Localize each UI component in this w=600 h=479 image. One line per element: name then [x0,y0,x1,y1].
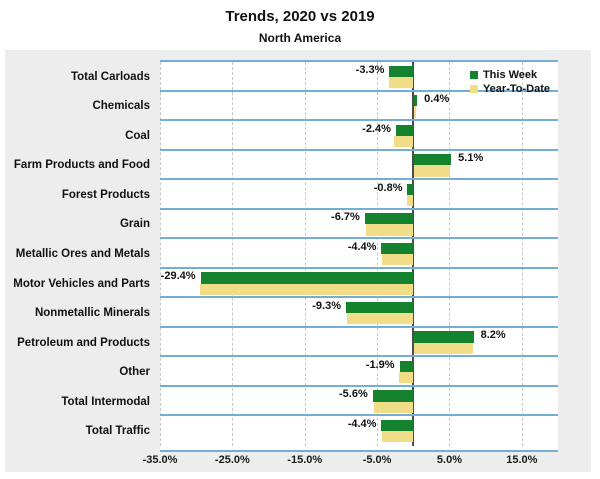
data-label: -0.8% [373,181,403,194]
gridline [232,62,234,446]
bar-year-to-date [414,106,417,118]
category-label: Other [119,366,150,379]
category-row [160,148,558,181]
bar-year-to-date [393,135,414,148]
category-row [160,384,558,417]
bar-this-week [414,331,474,343]
bar-this-week [381,420,414,432]
data-label: -4.4% [347,418,377,430]
legend-label-year-to-date: Year-To-Date [482,83,550,95]
bar-year-to-date [374,401,414,413]
bar-year-to-date [414,342,473,354]
plot-inner: -3.3% 0.4% -2.4% 5.1% -0.8% -6.7% -4.4% -29.4% -… [160,62,558,446]
category-label: Metallic Ores and Metals [15,247,150,260]
category-label: Chemicals [92,100,150,113]
data-label: 8.2% [480,329,506,342]
gridline [377,62,379,446]
bar-year-to-date [365,224,414,236]
category-row [160,325,558,358]
zero-axis-line [412,62,415,446]
bar-year-to-date [388,76,414,88]
category-label: Total Traffic [85,425,150,438]
category-label: Total Intermodal [61,395,150,408]
bar-this-week [414,95,418,107]
x-axis-tick-label: 15.0% [506,454,538,466]
plot-area: -3.3% 0.4% -2.4% 5.1% -0.8% -6.7% -4.4% -29.4% -… [160,60,558,452]
category-row [160,296,558,328]
x-axis-tick-label: -15.0% [287,454,323,466]
bar-this-week [395,124,414,136]
category-label: Grain [119,218,150,231]
chart-title: Trends, 2020 vs 2019 [225,8,375,25]
gridline [449,62,451,446]
bar-this-week [399,360,414,373]
x-axis-tick-label: -5.0% [362,454,392,466]
bar-this-week [381,242,414,254]
category-label: Farm Products and Food [13,159,150,172]
year-to-date-swatch-icon [469,85,478,93]
x-axis-tick-label: -25.0% [214,454,250,466]
bar-year-to-date [398,372,414,384]
data-label: -4.4% [347,240,377,253]
x-axis: -35.0% -25.0% -15.0% -5.0% 5.0% 15.0% [143,454,558,470]
bar-year-to-date [406,194,414,207]
legend-item-year-to-date: Year-To-Date [469,82,550,96]
bar-this-week [364,213,414,225]
category-label: Nonmetallic Minerals [34,307,150,320]
bar-this-week [200,272,414,284]
category-label: Total Carloads [70,70,150,83]
data-label: -29.4% [160,270,196,283]
bar-this-week [345,301,414,314]
data-label: -6.7% [331,211,360,224]
category-row [160,355,558,387]
category-label: Coal [125,129,150,142]
bar-this-week [407,183,414,195]
bar-year-to-date [199,283,414,295]
gridline [521,62,523,446]
bar-this-week [389,65,414,77]
bar-year-to-date [414,165,450,177]
bar-year-to-date [382,254,414,266]
data-label: -9.3% [312,299,341,312]
category-label: Forest Products [61,188,150,201]
data-label: -1.9% [365,358,395,371]
bar-year-to-date [382,431,414,443]
gridline [304,62,306,446]
category-row [160,237,558,269]
data-label: 0.4% [424,93,450,106]
category-row [160,414,558,446]
category-row [160,207,558,240]
bar-this-week [414,154,452,166]
this-week-swatch-icon [469,71,478,79]
category-row [160,119,558,151]
x-axis-tick-label: -35.0% [142,454,178,466]
data-label: -3.3% [355,63,385,76]
legend-label-this-week: This Week [482,69,538,81]
category-label: Petroleum and Products [17,336,150,349]
x-axis-tick-label: 5.0% [436,454,462,466]
data-label: 5.1% [458,152,484,165]
chart-subtitle: North America [258,31,342,45]
category-row [160,89,558,122]
gridline [160,62,161,446]
data-label: -5.6% [339,388,368,401]
bar-this-week [372,390,414,402]
category-label: Motor Vehicles and Parts [13,277,150,290]
category-row [160,178,558,210]
category-axis: Total Carloads Chemicals Coal Farm Products… [0,62,150,446]
bar-year-to-date [346,313,414,325]
category-row [160,266,558,299]
data-label: -2.4% [362,122,391,135]
legend: This Week Year-To-Date [469,68,550,96]
legend-item-this-week: This Week [469,68,550,82]
